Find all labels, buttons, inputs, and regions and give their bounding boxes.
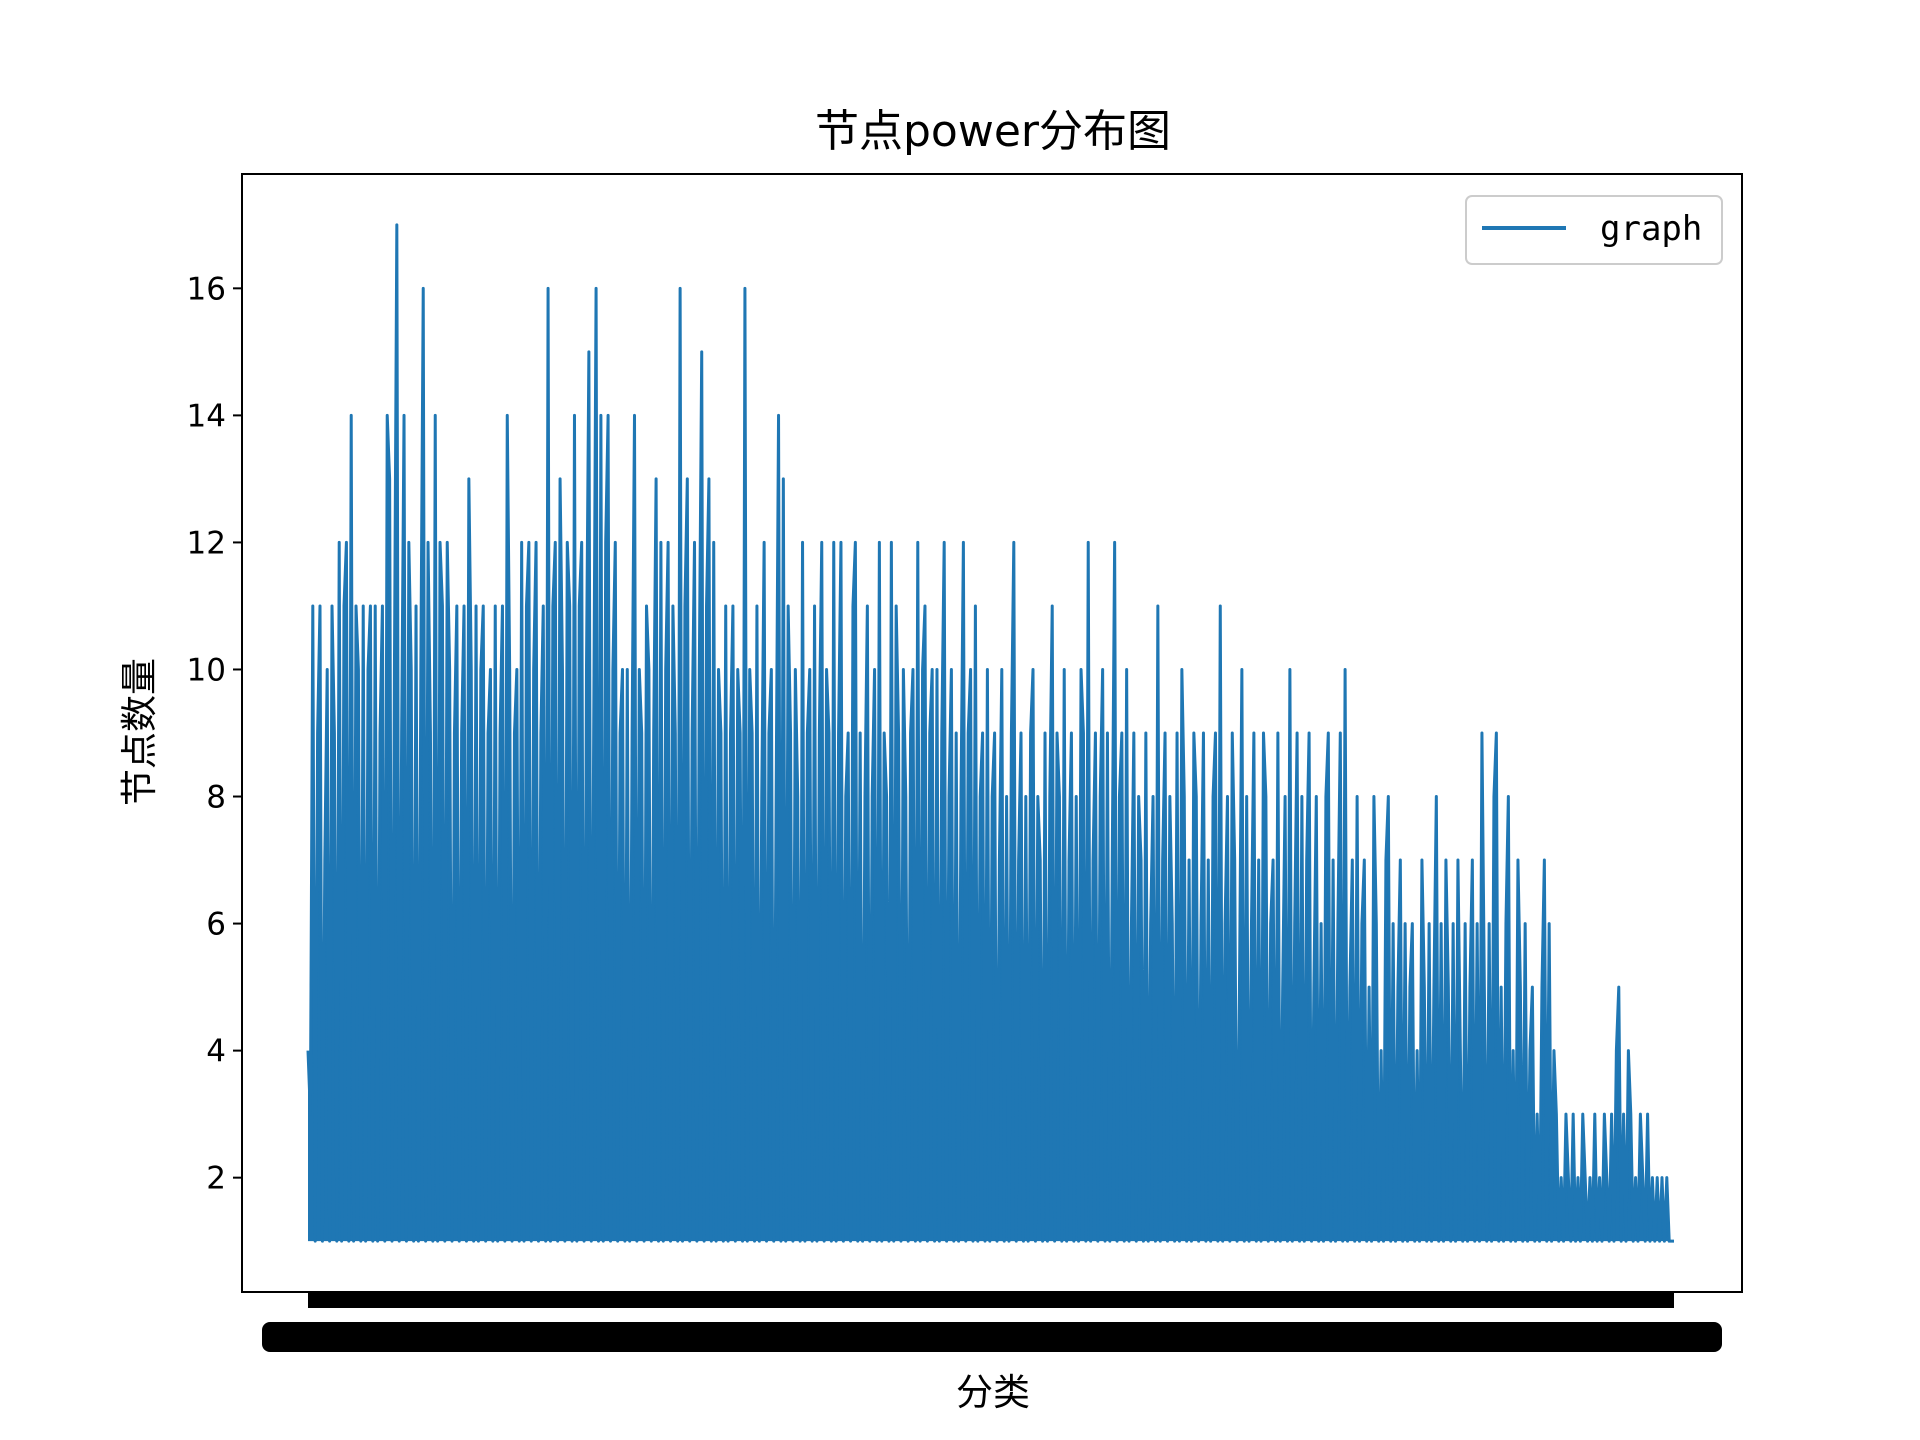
x-tick-marks (308, 1292, 1674, 1308)
series-line-graph (306, 223, 1674, 1243)
y-tick-label: 12 (187, 525, 226, 561)
x-tick-labels (262, 1322, 1722, 1352)
y-tick-label: 6 (206, 907, 226, 943)
y-tick-label: 16 (187, 271, 226, 307)
legend-label: graph (1600, 209, 1702, 249)
legend-box (1465, 195, 1723, 265)
x-axis-label: 分类 (956, 1371, 1030, 1414)
y-tick-label: 4 (206, 1034, 226, 1070)
chart-title: 节点power分布图 (815, 106, 1171, 157)
y-tick-label: 14 (187, 398, 226, 434)
y-axis: 2 4 6 8 10 12 14 16 (187, 271, 242, 1197)
legend: graph (1465, 195, 1723, 265)
y-tick-label: 8 (206, 780, 226, 816)
x-axis (262, 1292, 1722, 1352)
y-axis-label: 节点数量 (118, 658, 161, 806)
y-tick-label: 10 (187, 652, 226, 688)
series-layer (306, 223, 1674, 1243)
y-tick-label: 2 (206, 1161, 226, 1197)
